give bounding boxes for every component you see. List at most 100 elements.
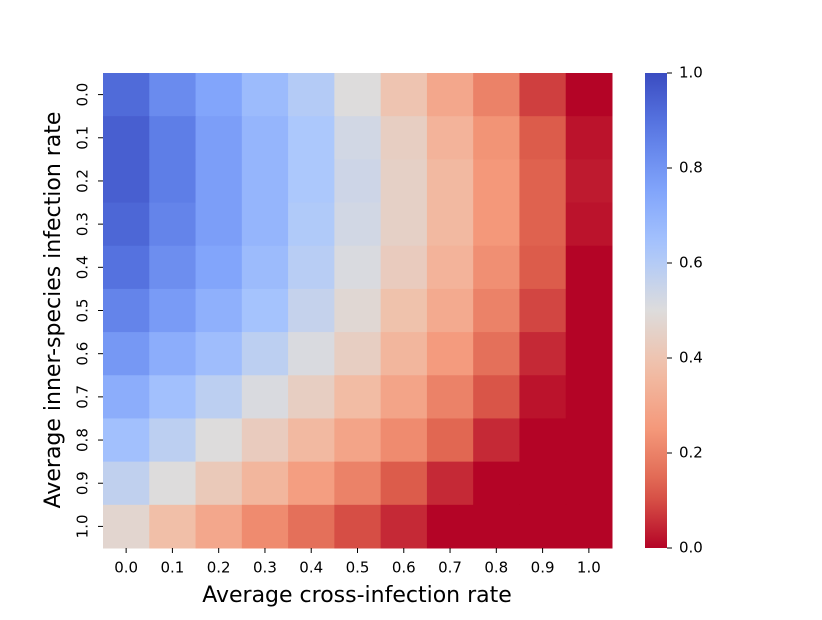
x-tick-label: 0.9 bbox=[531, 559, 555, 577]
heatmap-cell bbox=[334, 159, 382, 204]
heatmap-cell bbox=[241, 504, 289, 549]
colorbar-tick-label: 0.4 bbox=[679, 349, 703, 367]
heatmap-cell bbox=[519, 73, 567, 117]
heatmap-cell bbox=[241, 375, 289, 419]
heatmap-cell bbox=[103, 461, 150, 506]
heatmap-cell bbox=[519, 116, 567, 160]
heatmap-cell bbox=[288, 504, 335, 549]
heatmap-cell bbox=[565, 202, 613, 247]
heatmap-cell bbox=[149, 159, 197, 204]
heatmap-cell bbox=[149, 504, 197, 549]
heatmap-cell bbox=[565, 245, 613, 290]
heatmap-cell bbox=[426, 73, 474, 117]
heatmap-cell bbox=[334, 375, 382, 419]
heatmap-cell bbox=[334, 202, 382, 247]
heatmap-cell bbox=[473, 332, 520, 376]
heatmap-cell bbox=[241, 116, 289, 160]
heatmap-cell bbox=[473, 116, 520, 160]
colorbar-tick-label: 0.6 bbox=[679, 254, 703, 272]
heatmap-cell bbox=[380, 116, 428, 160]
heatmap-cell bbox=[519, 375, 567, 419]
heatmap-cell bbox=[241, 159, 289, 204]
heatmap-cell bbox=[149, 332, 197, 376]
heatmap-cell bbox=[334, 288, 382, 333]
heatmap-cell bbox=[149, 202, 197, 247]
heatmap-cell bbox=[195, 245, 243, 290]
heatmap-cell bbox=[426, 116, 474, 160]
y-tick-label: 0.5 bbox=[74, 299, 92, 323]
heatmap-cell bbox=[565, 73, 613, 117]
heatmap-cell bbox=[241, 288, 289, 333]
x-tick-label: 0.8 bbox=[484, 559, 508, 577]
heatmap-cell bbox=[380, 288, 428, 333]
heatmap-cell bbox=[426, 504, 474, 549]
heatmap-cell bbox=[334, 504, 382, 549]
heatmap-cell bbox=[565, 375, 613, 419]
heatmap-cell bbox=[195, 116, 243, 160]
heatmap-cell bbox=[288, 245, 335, 290]
heatmap-cell bbox=[241, 461, 289, 506]
heatmap-cell bbox=[195, 159, 243, 204]
heatmap-cell bbox=[103, 159, 150, 204]
heatmap-cell bbox=[380, 418, 428, 463]
y-tick-label: 0.8 bbox=[74, 428, 92, 452]
heatmap-cell bbox=[103, 202, 150, 247]
heatmap-cell bbox=[288, 418, 335, 463]
x-tick-label: 0.2 bbox=[207, 559, 231, 577]
heatmap-cell bbox=[103, 332, 150, 376]
heatmap-cell bbox=[519, 461, 567, 506]
heatmap-cell bbox=[380, 159, 428, 204]
heatmap-cell bbox=[565, 461, 613, 506]
heatmap-cell bbox=[149, 288, 197, 333]
y-axis-label: Average inner-species infection rate bbox=[41, 112, 66, 509]
heatmap-cell bbox=[241, 202, 289, 247]
heatmap-cell bbox=[426, 245, 474, 290]
heatmap-cell bbox=[426, 202, 474, 247]
heatmap-cell bbox=[288, 375, 335, 419]
heatmap-cell bbox=[288, 461, 335, 506]
heatmap-cell bbox=[195, 202, 243, 247]
heatmap-cell bbox=[519, 332, 567, 376]
heatmap-cell bbox=[380, 245, 428, 290]
y-tick-label: 0.9 bbox=[74, 471, 92, 495]
heatmap-cell bbox=[195, 461, 243, 506]
heatmap-cell bbox=[334, 418, 382, 463]
heatmap-cell bbox=[195, 375, 243, 419]
heatmap-cell bbox=[519, 159, 567, 204]
heatmap-cell bbox=[473, 245, 520, 290]
heatmap-cell bbox=[380, 504, 428, 549]
x-tick-label: 0.5 bbox=[346, 559, 370, 577]
heatmap-cell bbox=[149, 375, 197, 419]
heatmap-cell bbox=[241, 245, 289, 290]
heatmap-cell bbox=[519, 202, 567, 247]
heatmap-cell bbox=[149, 461, 197, 506]
heatmap-cell bbox=[519, 288, 567, 333]
y-tick-label: 1.0 bbox=[74, 514, 92, 538]
heatmap-cell bbox=[565, 418, 613, 463]
x-tick-label: 0.0 bbox=[114, 559, 138, 577]
heatmap-cell bbox=[195, 73, 243, 117]
y-tick-label: 0.1 bbox=[74, 126, 92, 150]
y-tick-label: 0.2 bbox=[74, 169, 92, 193]
heatmap-cell bbox=[565, 288, 613, 333]
x-tick-label: 0.4 bbox=[299, 559, 323, 577]
heatmap-cell bbox=[149, 418, 197, 463]
y-tick-label: 0.0 bbox=[74, 83, 92, 107]
x-tick-label: 0.7 bbox=[438, 559, 462, 577]
heatmap-cell bbox=[565, 159, 613, 204]
heatmap-cell bbox=[288, 332, 335, 376]
heatmap-cell bbox=[565, 116, 613, 160]
heatmap-cell bbox=[241, 332, 289, 376]
heatmap-cell bbox=[426, 332, 474, 376]
heatmap-cell bbox=[473, 288, 520, 333]
heatmap-cell bbox=[195, 504, 243, 549]
heatmap-cell bbox=[473, 159, 520, 204]
heatmap-cell bbox=[103, 245, 150, 290]
heatmap-cell bbox=[426, 375, 474, 419]
heatmap-cell bbox=[149, 116, 197, 160]
heatmap-cell bbox=[380, 375, 428, 419]
heatmap-cell bbox=[334, 461, 382, 506]
heatmap-cell bbox=[103, 504, 150, 549]
heatmap-cell bbox=[473, 504, 520, 549]
